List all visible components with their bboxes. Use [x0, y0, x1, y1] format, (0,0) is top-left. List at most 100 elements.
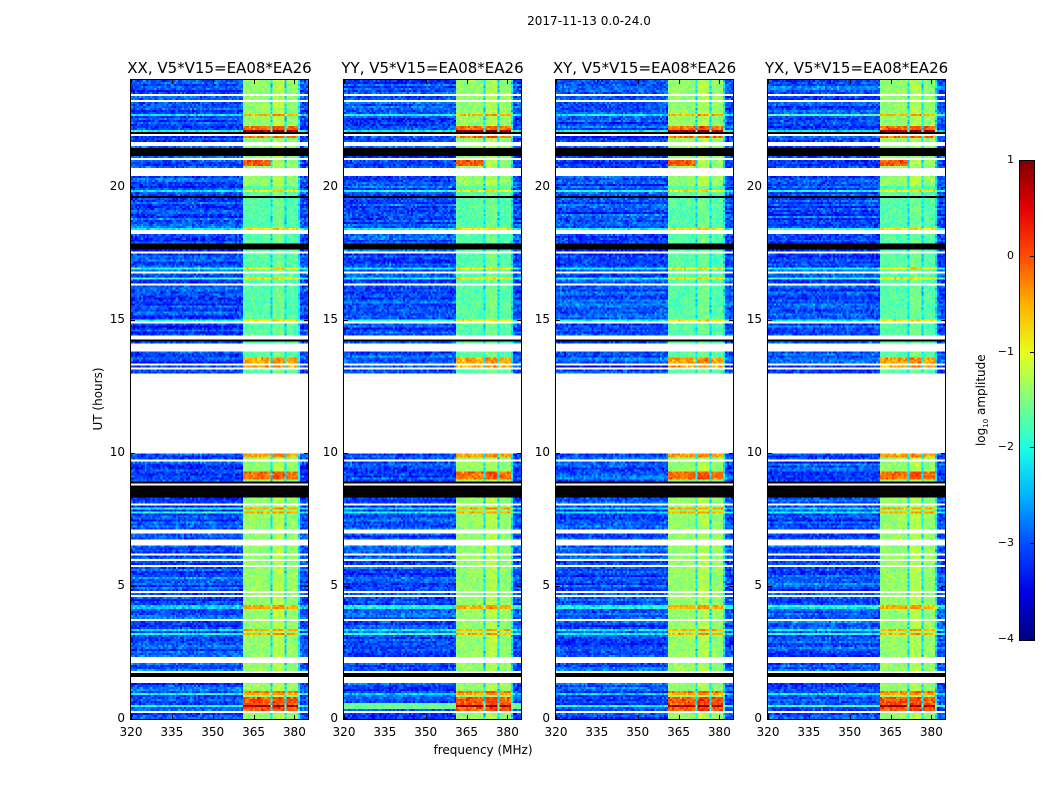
waterfall-panel-2: YY, V5*V15=EA08*EA26 320 335 350 365 380 0 5 10 1…	[323, 59, 524, 739]
x-tick-mark	[171, 715, 173, 719]
x-tick-mark	[466, 715, 468, 719]
y-tick-label: 15	[746, 311, 762, 326]
x-tick-label: 350	[201, 725, 225, 739]
y-tick-mark	[556, 319, 560, 321]
y-tick-mark	[131, 319, 135, 321]
x-tick-mark	[344, 715, 345, 719]
x-tick-mark	[507, 715, 509, 719]
y-tick-label: 15	[534, 311, 550, 326]
y-tick-mark	[344, 585, 348, 587]
x-tick-mark	[768, 715, 769, 719]
y-tick-mark	[517, 719, 521, 720]
x-tick-mark	[294, 715, 296, 719]
x-tick-mark	[384, 715, 386, 719]
y-tick-mark	[304, 585, 308, 587]
y-tick-mark	[131, 186, 135, 188]
y-tick-mark	[768, 319, 772, 321]
y-tick-mark	[729, 186, 733, 188]
y-tick-label: 0	[754, 711, 762, 725]
y-tick-label: 10	[534, 444, 550, 459]
x-tick-mark	[808, 80, 810, 84]
x-tick-mark	[253, 80, 255, 84]
y-tick-mark	[304, 319, 308, 321]
x-tick-mark	[849, 80, 851, 84]
y-tick-mark	[304, 452, 308, 454]
x-tick-label: 365	[879, 725, 902, 739]
x-tick-mark	[637, 715, 639, 719]
y-tick-mark	[768, 719, 772, 720]
y-tick-label: 20	[746, 178, 762, 193]
colorbar-tick-mark	[1030, 255, 1034, 257]
x-tick-label: 365	[455, 725, 478, 739]
y-tick-mark	[344, 452, 348, 454]
heatmap-image	[344, 80, 521, 719]
panel-title: YY, V5*V15=EA08*EA26	[341, 59, 524, 77]
x-tick-mark	[131, 80, 132, 84]
x-tick-mark	[212, 715, 214, 719]
x-tick-mark	[556, 715, 557, 719]
x-tick-mark	[808, 715, 810, 719]
y-tick-mark	[729, 719, 733, 720]
y-tick-mark	[556, 719, 560, 720]
x-tick-mark	[556, 80, 557, 84]
y-tick-label: 10	[746, 444, 762, 459]
y-tick-mark	[131, 719, 135, 720]
y-tick-mark	[768, 585, 772, 587]
y-tick-label: 5	[330, 577, 338, 592]
y-tick-label: 20	[534, 178, 550, 193]
x-tick-label: 350	[838, 725, 862, 739]
y-tick-label: 20	[109, 178, 125, 193]
y-tick-mark	[131, 452, 135, 454]
x-tick-mark	[931, 80, 933, 84]
x-tick-mark	[637, 80, 639, 84]
colorbar-tick-label: 0	[1007, 248, 1014, 262]
colorbar-tick-mark	[1030, 639, 1034, 640]
x-tick-label: 320	[119, 725, 143, 739]
y-tick-label: 5	[754, 577, 762, 592]
waterfall-panel-1: XX, V5*V15=EA08*EA26 320 335 350 365 380 0 5 10 1…	[110, 59, 312, 739]
colorbar-label-base: 10	[982, 418, 991, 428]
x-tick-mark	[596, 715, 598, 719]
y-tick-mark	[768, 186, 772, 188]
x-tick-label: 365	[667, 725, 690, 739]
x-tick-mark	[719, 80, 721, 84]
colorbar-tick-mark	[1030, 351, 1034, 353]
y-tick-label: 5	[542, 577, 550, 592]
x-tick-mark	[890, 80, 892, 84]
colorbar-tick-label: 1	[1007, 153, 1014, 166]
heatmap-image	[131, 80, 308, 719]
colorbar-label: log10 amplitude	[974, 340, 990, 460]
x-tick-label: 335	[160, 725, 184, 739]
x-tick-mark	[425, 80, 427, 84]
x-tick-label: 335	[585, 725, 609, 739]
colorbar-label-text: amplitude	[973, 354, 988, 419]
y-tick-label: 15	[322, 311, 338, 326]
y-tick-mark	[517, 452, 521, 454]
y-tick-mark	[556, 585, 560, 587]
y-tick-label: 20	[322, 178, 338, 193]
y-tick-mark	[729, 452, 733, 454]
x-tick-mark	[768, 80, 769, 84]
panel-title: XX, V5*V15=EA08*EA26	[127, 59, 312, 77]
x-tick-label: 380	[919, 725, 943, 739]
waterfall-panel-4: YX, V5*V15=EA08*EA26 320 335 350 365 380 0 5 10 1…	[747, 59, 948, 739]
colorbar	[1019, 160, 1035, 641]
y-tick-label: 5	[117, 577, 125, 592]
y-tick-mark	[344, 186, 348, 188]
y-tick-mark	[729, 319, 733, 321]
x-tick-mark	[425, 715, 427, 719]
y-tick-mark	[556, 452, 560, 454]
x-tick-label: 335	[373, 725, 397, 739]
y-tick-label: 15	[109, 311, 125, 326]
x-tick-mark	[212, 80, 214, 84]
y-tick-mark	[344, 719, 348, 720]
x-tick-label: 320	[332, 725, 356, 739]
y-axis-label: UT (hours)	[91, 367, 105, 431]
colorbar-tick-label: −1	[997, 344, 1014, 358]
colorbar-tick-mark	[1030, 160, 1034, 161]
x-tick-label: 320	[756, 725, 780, 739]
x-tick-label: 365	[242, 725, 265, 739]
colorbar-tick-mark	[1030, 543, 1034, 545]
colorbar-tick-label: −2	[997, 440, 1014, 454]
x-tick-mark	[849, 715, 851, 719]
